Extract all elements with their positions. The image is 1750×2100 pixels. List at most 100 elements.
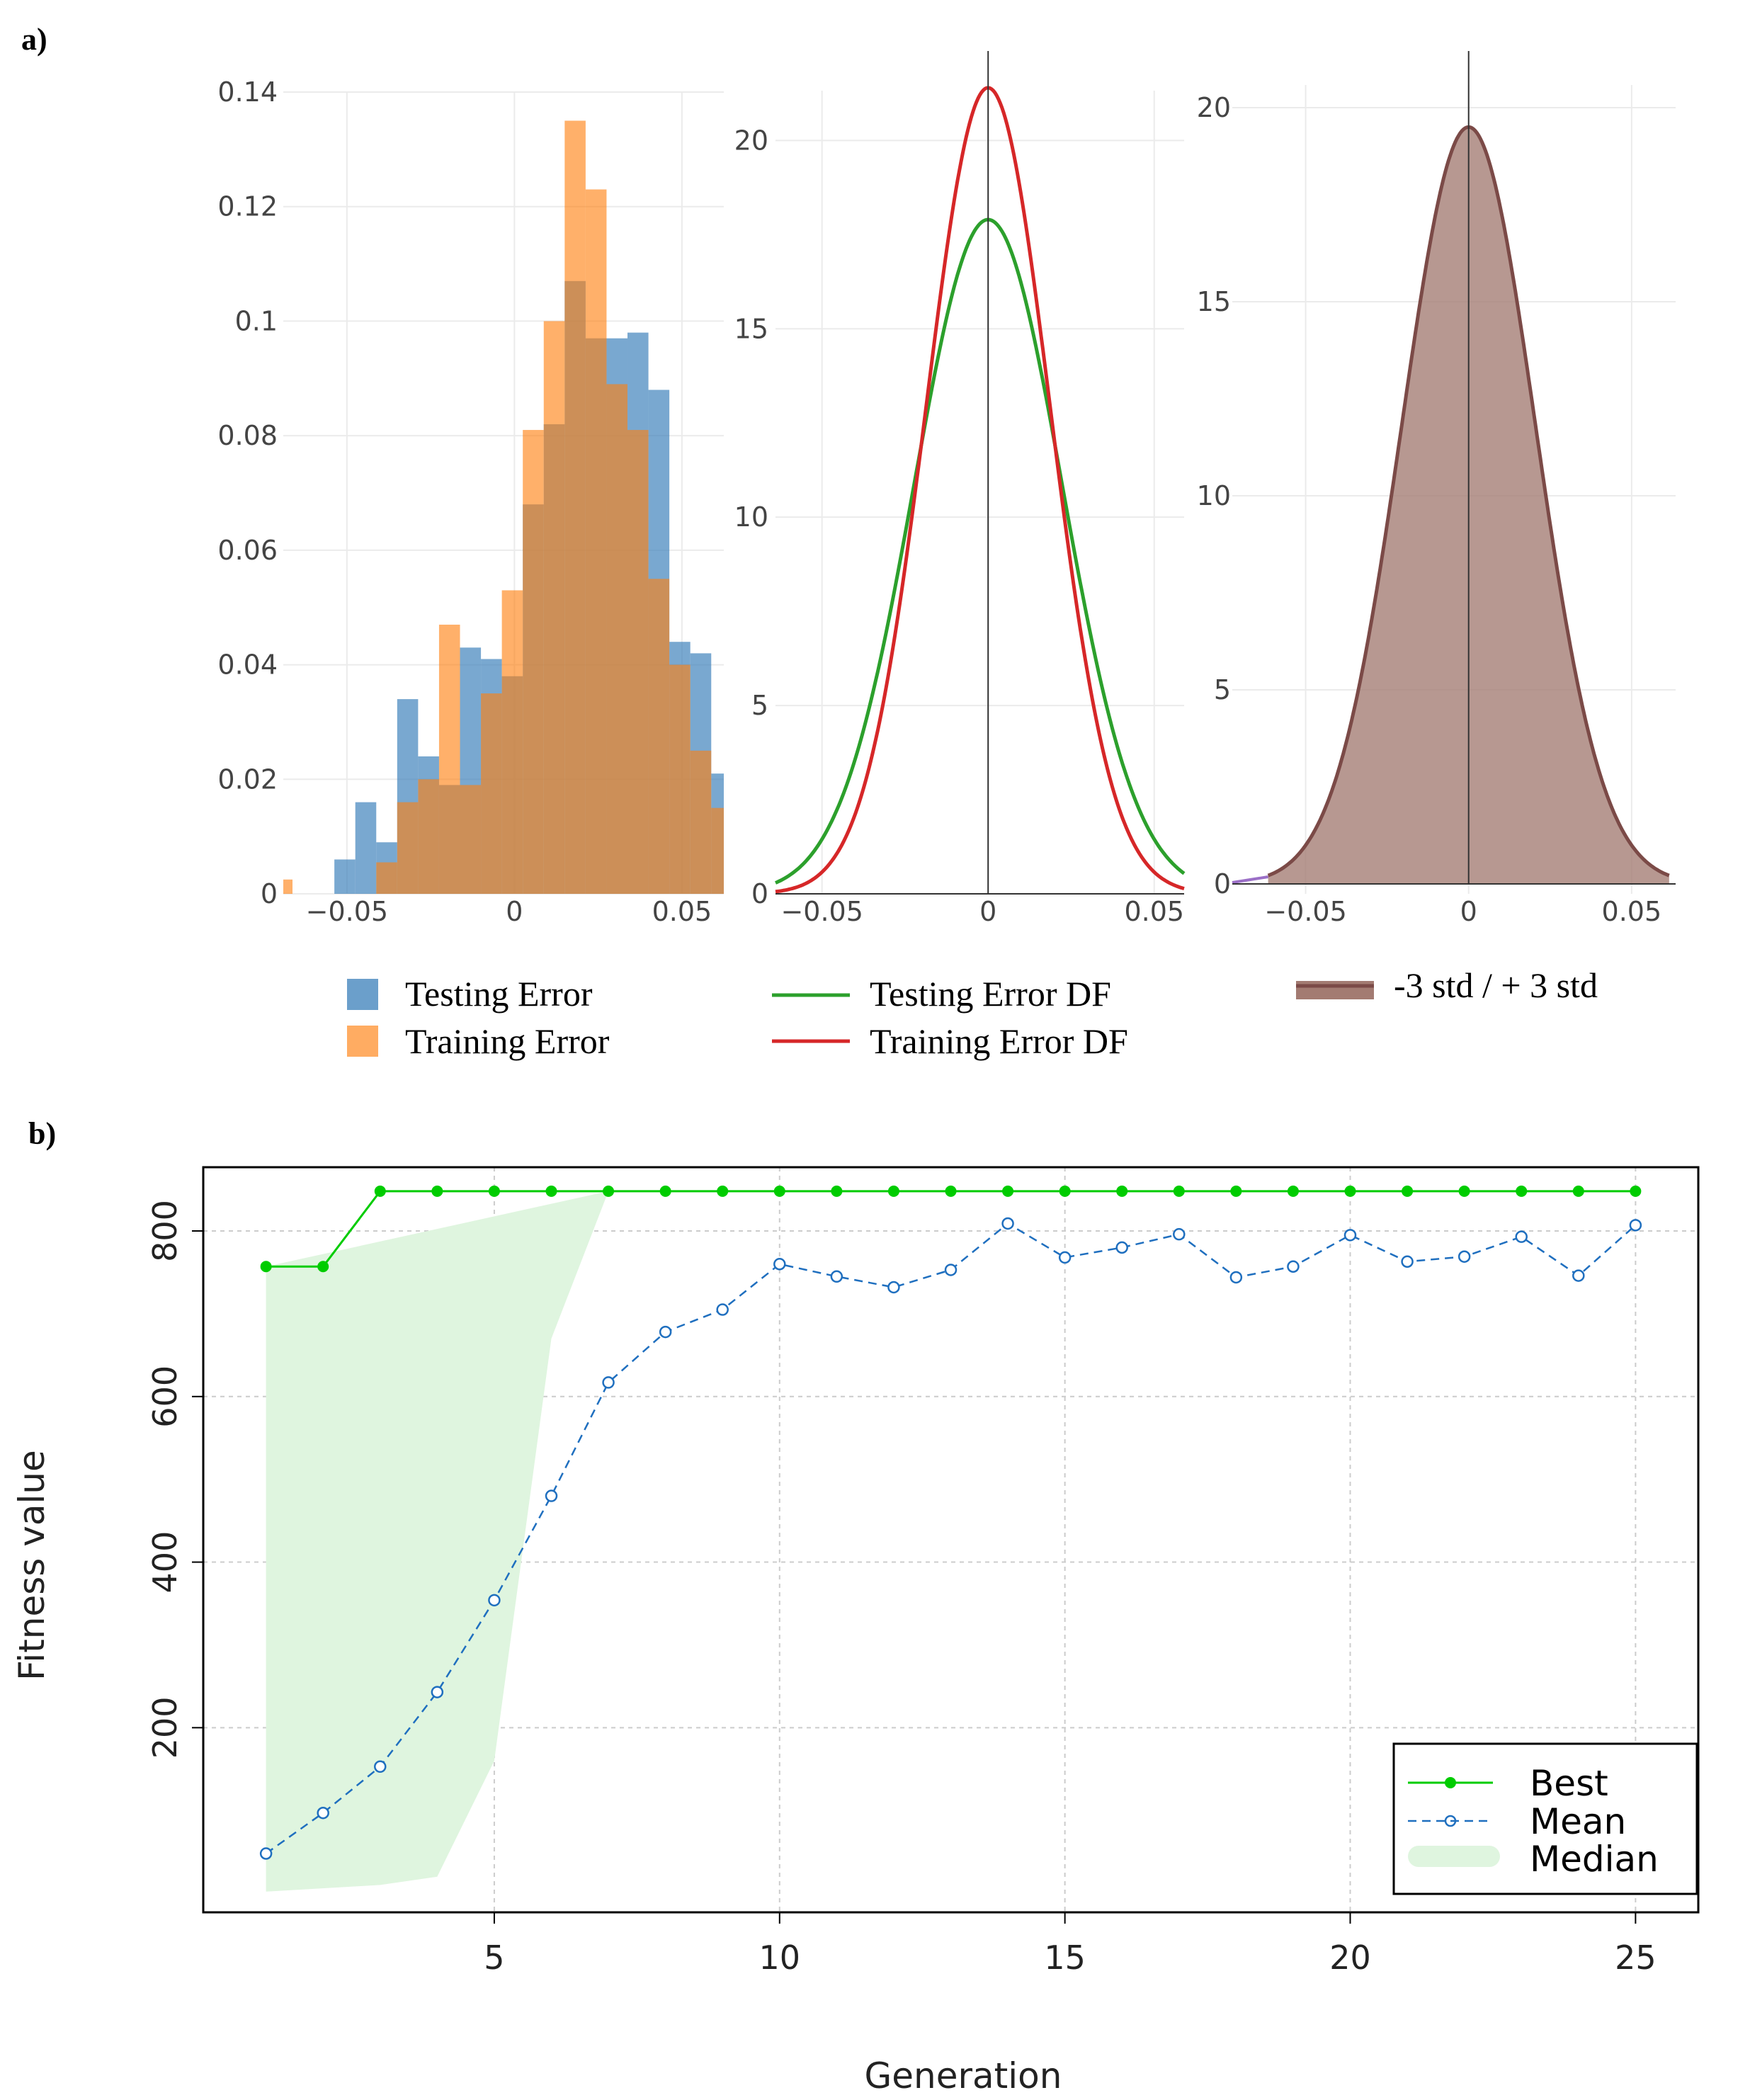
- std-tail-line: [1232, 875, 1268, 884]
- best-point: [1458, 1185, 1470, 1197]
- fitness-legend: Best Mean Median: [1392, 1742, 1698, 1895]
- std-area-axes: 0 5 10 15 20 −0.05 0 0.05: [1197, 51, 1676, 927]
- histogram-ytick-label: 0.08: [217, 420, 278, 451]
- mean-point: [374, 1760, 387, 1773]
- histogram-ytick-label: 0.02: [217, 764, 278, 795]
- best-point: [1516, 1185, 1528, 1197]
- mean-point: [602, 1376, 615, 1389]
- histogram-ytick-label: 0: [261, 878, 278, 909]
- fitness-xtick-label: 15: [1044, 1939, 1086, 1977]
- std-xtick-label: −0.05: [1264, 896, 1346, 927]
- histogram-bar-training-error: [669, 664, 691, 894]
- best-point: [1344, 1185, 1356, 1197]
- histogram-bar-training-error: [376, 862, 397, 894]
- fitness-ytick-label: 400: [146, 1531, 184, 1594]
- best-point: [1002, 1185, 1014, 1197]
- histogram-bar-training-error: [481, 693, 502, 894]
- legend-label-median: Median: [1530, 1839, 1659, 1880]
- legend-marker-best: [1445, 1777, 1456, 1788]
- legend-label-training-error: Training Error: [405, 1021, 610, 1061]
- density-lines-panel: 0 5 10 15 20 −0.05 0 0.05: [734, 51, 1186, 927]
- histogram-bar-training-error: [585, 189, 607, 894]
- best-point: [545, 1185, 557, 1197]
- panel-label-a: a): [21, 22, 47, 57]
- mean-point: [545, 1489, 558, 1502]
- histogram-bar-training-error: [543, 321, 565, 894]
- histogram-bar-training-error: [627, 430, 649, 894]
- std-ytick-label: 5: [1214, 674, 1231, 705]
- density-ytick-label: 10: [734, 501, 768, 533]
- best-point: [1287, 1185, 1299, 1197]
- mean-point: [1287, 1260, 1300, 1273]
- fitness-xtick-label: 10: [759, 1939, 801, 1977]
- best-point: [374, 1185, 386, 1197]
- histogram-ytick-label: 0.1: [235, 305, 278, 336]
- density-lines-axes: 0 5 10 15 20 −0.05 0 0.05: [734, 51, 1184, 927]
- density-ytick-label: 5: [751, 690, 768, 721]
- fitness-ytick-label: 200: [146, 1696, 184, 1759]
- mean-point: [1572, 1269, 1585, 1282]
- mean-point: [659, 1325, 672, 1339]
- fitness-ytick-label: 800: [146, 1200, 184, 1262]
- best-point: [260, 1261, 272, 1273]
- std-area-panel: 0 5 10 15 20 −0.05 0 0.05: [1197, 51, 1676, 927]
- fitness-panel: 200 400 600 800 5 10 15 20 25 Generation Fitness…: [11, 1166, 1700, 2096]
- mean-point: [716, 1303, 729, 1316]
- legend-swatch-median: [1408, 1846, 1500, 1867]
- best-point: [1572, 1185, 1584, 1197]
- histogram-bars: [283, 120, 724, 895]
- legend-label-best: Best: [1530, 1763, 1608, 1804]
- histogram-bar-training-error: [523, 430, 544, 894]
- legend-swatch-testing-error: [347, 979, 378, 1010]
- best-point: [1230, 1185, 1242, 1197]
- density-xtick-label: −0.05: [780, 896, 863, 927]
- fitness-ytick-label: 600: [146, 1366, 184, 1428]
- best-point: [831, 1185, 843, 1197]
- std-ytick-label: 10: [1197, 480, 1231, 511]
- density-xtick-label: 0.05: [1124, 896, 1184, 927]
- legend-label-std: -3 std / + 3 std: [1394, 965, 1598, 1005]
- best-point: [1116, 1185, 1128, 1197]
- best-point: [717, 1185, 729, 1197]
- histogram-bar-training-error: [711, 807, 724, 894]
- legend-marker-mean: [1444, 1815, 1457, 1827]
- fitness-axes: 200 400 600 800 5 10 15 20 25: [146, 1166, 1700, 1977]
- mean-point: [1001, 1217, 1014, 1230]
- histogram-bar-training-error: [564, 120, 586, 894]
- std-ytick-label: 15: [1197, 286, 1231, 317]
- std-xtick-label: 0.05: [1602, 896, 1662, 927]
- mean-point: [488, 1594, 501, 1607]
- legend-swatch-training-error: [347, 1026, 378, 1057]
- fitness-plot-border: [202, 1166, 1700, 1914]
- density-line-training-df: [775, 86, 1185, 894]
- legend-label-training-df: Training Error DF: [870, 1021, 1128, 1061]
- histogram-bar-training-error: [690, 750, 712, 894]
- mean-point: [1401, 1255, 1414, 1268]
- mean-point: [1173, 1227, 1186, 1241]
- histogram-bar-training-error: [606, 384, 628, 894]
- mean-point: [1229, 1271, 1243, 1284]
- best-point: [887, 1185, 899, 1197]
- std-xtick-label: 0: [1460, 896, 1477, 927]
- best-point: [1402, 1185, 1414, 1197]
- histogram-xtick-label: 0.05: [652, 896, 712, 927]
- mean-point: [431, 1686, 444, 1698]
- histogram-ytick-label: 0.12: [217, 191, 278, 222]
- histogram-xtick-label: 0: [506, 896, 523, 927]
- histogram-ytick-label: 0.04: [217, 649, 278, 681]
- mean-point: [259, 1847, 273, 1860]
- histogram-panel: 0 0.02 0.04 0.06 0.08 0.1 0.12 0.14 −0.05 0 0.05: [217, 76, 724, 927]
- best-point: [773, 1185, 785, 1197]
- fitness-xtick-label: 5: [484, 1939, 504, 1977]
- histogram-bar-testing-error: [355, 802, 377, 894]
- fitness-series: [259, 1185, 1642, 1860]
- y-axis-label-fitness: Fitness value: [11, 1450, 52, 1681]
- best-point: [431, 1185, 443, 1197]
- best-point: [1059, 1185, 1071, 1197]
- panel-label-b: b): [28, 1116, 56, 1151]
- best-point: [317, 1261, 329, 1273]
- legend-label-testing-error: Testing Error: [405, 974, 593, 1014]
- histogram-bar-training-error: [397, 802, 419, 894]
- histogram-bar-training-error: [438, 624, 460, 894]
